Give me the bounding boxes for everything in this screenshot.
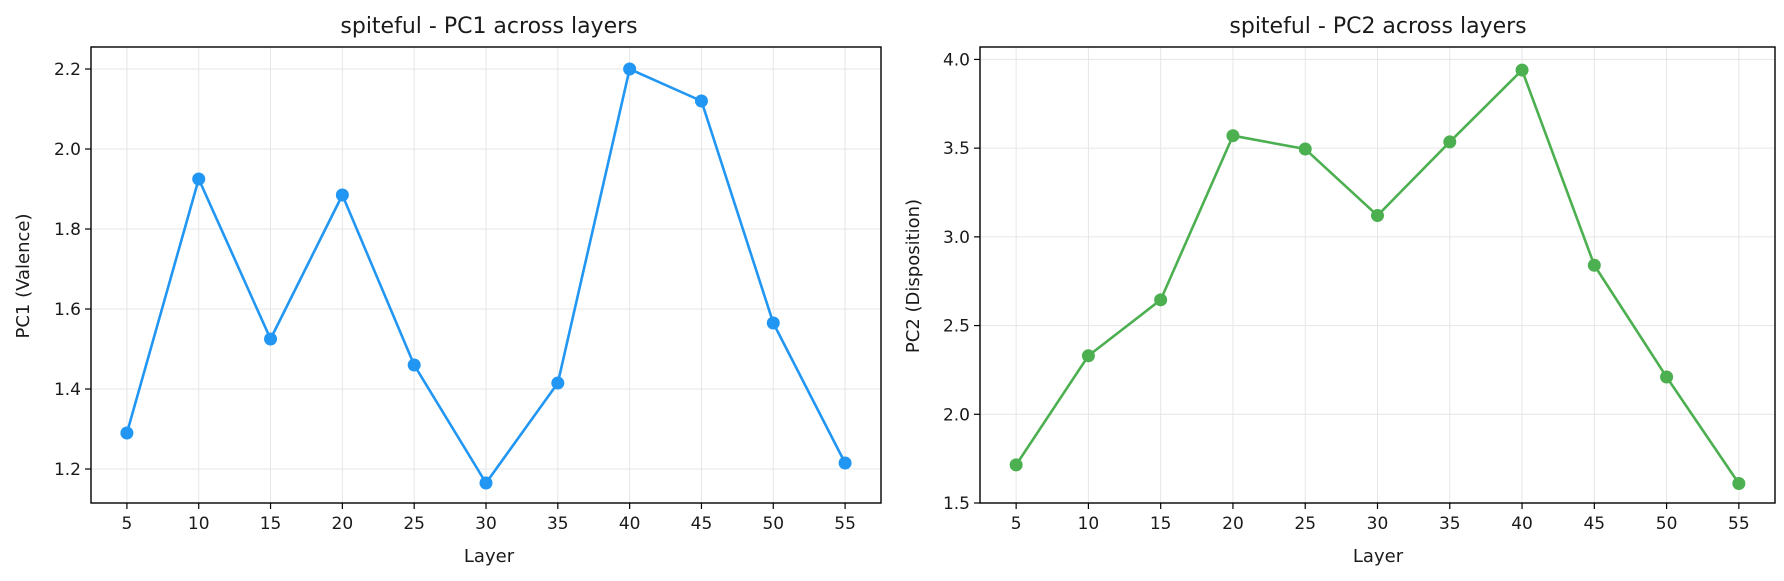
data-point [1226, 129, 1240, 143]
data-point [838, 456, 852, 470]
y-tick-label: 1.4 [54, 380, 81, 400]
y-tick-label: 2.2 [54, 60, 81, 80]
data-point [694, 94, 708, 108]
data-point [1371, 209, 1384, 223]
x-tick-label: 35 [1439, 514, 1461, 534]
x-tick-label: 55 [1728, 514, 1750, 534]
data-point [551, 376, 565, 390]
x-tick-label: 15 [1150, 514, 1172, 534]
data-point [1443, 135, 1457, 149]
x-tick-label: 55 [834, 514, 856, 534]
chart-pc2: spiteful - PC2 across layers Layer PC2 (… [903, 14, 1776, 567]
data-point [1732, 476, 1746, 490]
y-tick-label: 1.2 [54, 460, 81, 480]
x-tick-label: 20 [1222, 514, 1244, 534]
x-tick-label: 5 [1011, 514, 1022, 534]
grid-lines [980, 47, 1775, 504]
y-tick-label: 1.8 [54, 220, 81, 240]
x-tick-label: 30 [475, 514, 497, 534]
data-point [1298, 142, 1312, 156]
chart-title: spiteful - PC2 across layers [1229, 14, 1526, 39]
data-series [1009, 63, 1746, 490]
x-tick-label: 30 [1367, 514, 1389, 534]
data-point [1660, 370, 1674, 384]
grid-lines [91, 47, 881, 503]
data-point [264, 332, 278, 346]
x-axis-label: Layer [1353, 546, 1404, 567]
data-point [1515, 63, 1529, 77]
x-tick-label: 40 [619, 514, 641, 534]
x-tick-label: 45 [691, 514, 713, 534]
plot-frame [979, 46, 1776, 504]
y-tick-label: 4.0 [943, 50, 970, 70]
y-tick-label: 2.0 [54, 140, 81, 160]
x-tick-label: 35 [547, 514, 569, 534]
x-tick-label: 25 [1294, 514, 1316, 534]
data-point [192, 172, 206, 186]
x-axis-label: Layer [464, 546, 515, 567]
y-tick-label: 2.0 [943, 405, 970, 425]
x-axis-ticks: 5 10 15 20 25 30 35 40 45 50 55 [121, 503, 856, 534]
chart-title: spiteful - PC1 across layers [340, 14, 637, 39]
data-point [479, 476, 493, 490]
data-point [407, 358, 421, 372]
chart-pc1: spiteful - PC1 across layers Layer PC1 (… [13, 14, 882, 567]
data-point [1154, 293, 1168, 307]
data-point [623, 62, 637, 76]
y-axis-ticks: 1.2 1.4 1.6 1.8 2.0 2.2 [54, 60, 91, 480]
x-tick-label: 20 [332, 514, 354, 534]
x-tick-label: 25 [403, 514, 425, 534]
data-point [335, 188, 349, 202]
x-axis-ticks: 5 10 15 20 25 30 35 40 45 50 55 [1011, 503, 1750, 534]
y-axis-label: PC1 (Valence) [13, 213, 34, 338]
y-axis-ticks: 1.5 2.0 2.5 3.0 3.5 4.0 [943, 50, 980, 514]
x-tick-label: 10 [188, 514, 210, 534]
x-tick-label: 10 [1078, 514, 1100, 534]
y-tick-label: 1.5 [943, 494, 970, 514]
x-tick-label: 5 [121, 514, 132, 534]
x-tick-label: 50 [762, 514, 784, 534]
x-tick-label: 40 [1511, 514, 1533, 534]
y-tick-label: 3.0 [943, 228, 970, 248]
x-tick-label: 15 [260, 514, 282, 534]
y-tick-label: 3.5 [943, 139, 970, 159]
y-axis-label: PC2 (Disposition) [903, 199, 924, 353]
y-tick-label: 1.6 [54, 300, 81, 320]
x-tick-label: 50 [1656, 514, 1678, 534]
data-point [120, 426, 134, 440]
data-point [766, 316, 780, 330]
data-series [120, 62, 852, 490]
y-tick-label: 2.5 [943, 317, 970, 337]
data-point [1081, 349, 1095, 363]
plot-frame [90, 46, 882, 504]
data-point [1009, 458, 1023, 472]
x-tick-label: 45 [1583, 514, 1605, 534]
data-point [1587, 258, 1601, 272]
